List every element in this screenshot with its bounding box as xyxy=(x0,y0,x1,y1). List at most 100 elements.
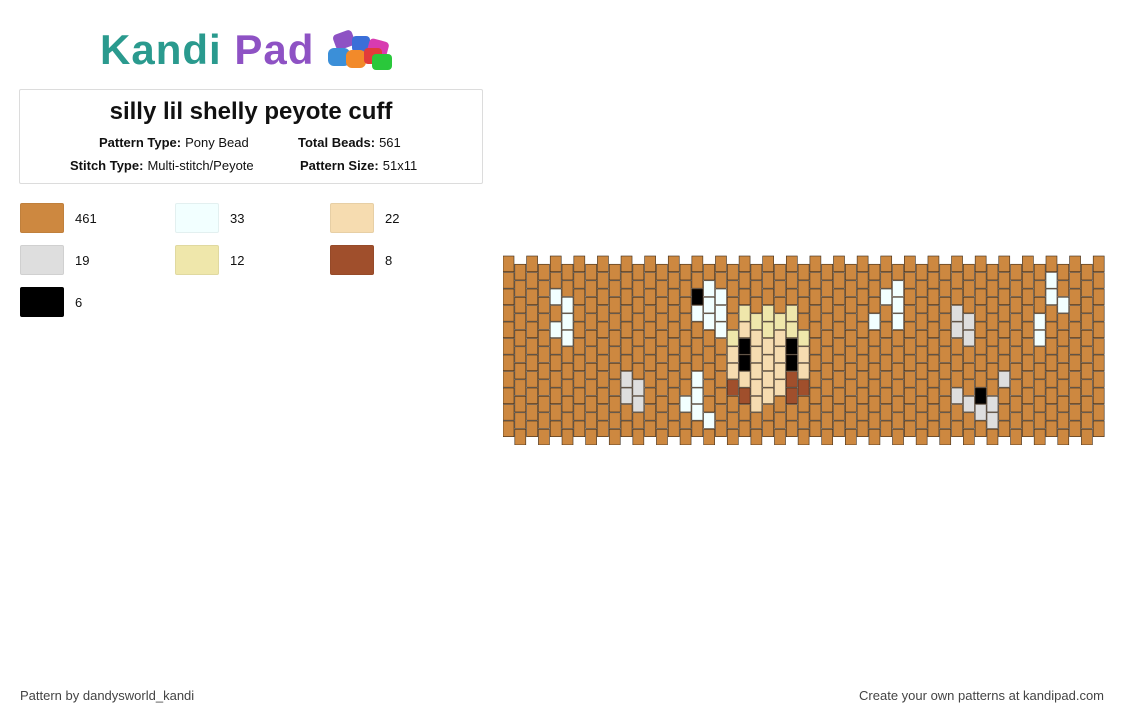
bead xyxy=(880,371,893,388)
bead xyxy=(762,371,774,388)
bead xyxy=(1022,338,1034,355)
bead xyxy=(951,404,963,421)
bead xyxy=(632,263,645,281)
bead xyxy=(679,280,692,297)
bead xyxy=(856,371,869,388)
bead xyxy=(620,371,633,388)
bead xyxy=(703,329,715,347)
bead xyxy=(738,272,751,289)
bead xyxy=(526,288,538,305)
bead xyxy=(833,288,845,305)
bead xyxy=(549,404,562,421)
bead xyxy=(774,313,786,330)
bead xyxy=(1081,313,1093,330)
bead xyxy=(1092,321,1105,338)
bead xyxy=(892,395,904,413)
bead xyxy=(585,428,597,445)
bead xyxy=(762,387,774,404)
bead xyxy=(856,338,869,355)
bead xyxy=(597,321,609,338)
bead xyxy=(998,305,1011,322)
bead xyxy=(514,263,527,281)
bead xyxy=(856,404,869,421)
pattern-info-card: silly lil shelly peyote cuff Pattern Typ… xyxy=(19,89,483,184)
bead xyxy=(927,288,940,305)
bead xyxy=(585,362,597,380)
bead xyxy=(880,387,893,404)
bead xyxy=(585,296,597,314)
bead xyxy=(927,420,940,437)
bead xyxy=(951,387,963,404)
bead xyxy=(915,346,928,363)
bead-count: 12 xyxy=(230,253,245,268)
bead xyxy=(585,263,597,281)
pattern-author: Pattern by dandysworld_kandi xyxy=(20,688,195,703)
bead xyxy=(750,329,763,347)
bead xyxy=(998,387,1011,404)
bead xyxy=(620,420,633,437)
bead xyxy=(715,305,727,322)
bead xyxy=(1069,354,1081,371)
bead xyxy=(774,329,786,347)
bead xyxy=(1069,387,1081,404)
bead xyxy=(1057,362,1070,380)
bead xyxy=(845,329,857,347)
bead xyxy=(927,255,940,272)
total-beads-value: 561 xyxy=(379,135,401,150)
bead xyxy=(726,395,739,413)
bead xyxy=(597,420,609,437)
bead xyxy=(809,321,822,338)
bead xyxy=(986,329,999,347)
bead xyxy=(667,387,680,404)
bead xyxy=(703,362,715,380)
bead xyxy=(561,428,574,445)
bead xyxy=(1081,412,1093,429)
bead xyxy=(892,329,904,347)
bead xyxy=(833,255,845,272)
bead xyxy=(963,296,975,314)
bead xyxy=(904,387,916,404)
bead xyxy=(538,263,550,281)
bead xyxy=(797,329,810,347)
bead xyxy=(549,420,562,437)
bead xyxy=(1010,362,1022,380)
bead xyxy=(750,362,763,380)
bead xyxy=(703,379,715,396)
bead xyxy=(538,346,550,363)
bead xyxy=(951,371,963,388)
bead xyxy=(585,313,597,330)
bead xyxy=(597,305,609,322)
bead xyxy=(880,255,893,272)
bead xyxy=(963,313,975,330)
bead xyxy=(1069,338,1081,355)
bead xyxy=(538,379,550,396)
bead xyxy=(821,296,834,314)
bead xyxy=(774,428,786,445)
bead xyxy=(738,387,751,404)
bead xyxy=(679,412,692,429)
bead xyxy=(986,280,999,297)
bead xyxy=(573,305,586,322)
bead xyxy=(667,288,680,305)
bead xyxy=(797,412,810,429)
kandi-pad-logo[interactable]: Kandi Pad xyxy=(100,24,410,76)
bead xyxy=(762,420,774,437)
bead xyxy=(514,395,527,413)
bead xyxy=(715,371,727,388)
bead xyxy=(927,305,940,322)
bead xyxy=(726,362,739,380)
kandipad-link[interactable]: Create your own patterns at kandipad.com xyxy=(859,688,1104,703)
bead xyxy=(963,280,975,297)
bead xyxy=(656,296,668,314)
bead xyxy=(1069,321,1081,338)
bead xyxy=(1022,420,1034,437)
bead xyxy=(927,371,940,388)
bead xyxy=(868,329,881,347)
bead xyxy=(904,288,916,305)
bead xyxy=(892,412,904,429)
bead xyxy=(538,428,550,445)
bead xyxy=(951,272,963,289)
bead xyxy=(656,428,668,445)
bead xyxy=(892,313,904,330)
bead xyxy=(939,296,952,314)
